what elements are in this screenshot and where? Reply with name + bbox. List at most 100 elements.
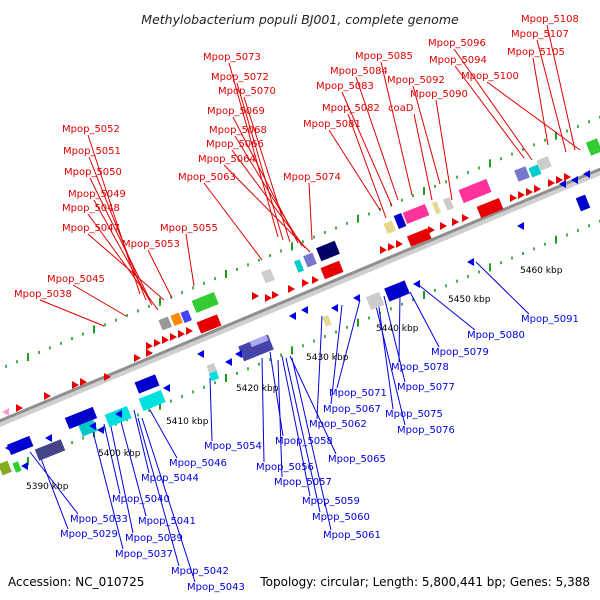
gene-arrow bbox=[301, 306, 308, 314]
leader-line bbox=[409, 291, 440, 348]
gene-label-reverse: Mpop_5071 bbox=[329, 388, 387, 399]
genome-backbone-shadow bbox=[0, 168, 600, 428]
gene-feature bbox=[402, 203, 430, 225]
gene-arrow bbox=[154, 339, 161, 347]
gene-label-forward: Mpop_5082 bbox=[322, 103, 380, 114]
gene-feature bbox=[170, 312, 183, 327]
gene-feature bbox=[528, 164, 542, 178]
gene-arrow bbox=[16, 404, 23, 412]
leader-line bbox=[330, 304, 343, 405]
gene-label-forward: Mpop_5068 bbox=[209, 125, 267, 136]
gene-arrow bbox=[526, 188, 533, 196]
leader-line bbox=[147, 249, 173, 299]
gene-feature bbox=[158, 316, 172, 331]
gene-feature bbox=[249, 334, 269, 348]
scale-label: 5420 kbp bbox=[236, 384, 279, 394]
gene-feature bbox=[393, 213, 407, 229]
gene-label-forward: Mpop_5081 bbox=[303, 119, 361, 130]
gene-feature bbox=[7, 435, 34, 456]
gene-arrow bbox=[288, 285, 295, 293]
leader-line bbox=[103, 423, 121, 495]
scale-label: 5410 kbp bbox=[166, 417, 209, 427]
gene-label-reverse: Mpop_5037 bbox=[115, 549, 173, 560]
gene-label-forward: Mpop_5063 bbox=[178, 172, 236, 183]
gene-arrow bbox=[510, 194, 517, 202]
gene-feature bbox=[458, 178, 492, 204]
gene-arrow bbox=[2, 408, 9, 416]
leader-line bbox=[133, 409, 150, 474]
gene-arrow bbox=[252, 292, 259, 300]
gene-feature bbox=[12, 461, 22, 473]
leader-line bbox=[328, 129, 381, 211]
gene-features bbox=[0, 138, 600, 476]
leader-line bbox=[453, 48, 533, 161]
gene-arrow bbox=[452, 218, 459, 226]
leader-line bbox=[341, 91, 393, 207]
leader-line bbox=[149, 409, 178, 459]
gene-label-reverse: Mpop_5067 bbox=[323, 404, 381, 415]
gene-label-reverse: Mpop_5039 bbox=[125, 533, 183, 544]
leader-line bbox=[39, 455, 69, 530]
gene-label-forward: Mpop_5105 bbox=[507, 47, 565, 58]
scale-label: 5440 kbp bbox=[376, 324, 419, 334]
leader-line bbox=[87, 233, 165, 301]
gene-label-forward: Mpop_5038 bbox=[14, 289, 72, 300]
gene-label-forward: Mpop_5069 bbox=[207, 106, 265, 117]
gene-feature bbox=[442, 196, 454, 211]
scale-label: 5430 kbp bbox=[306, 353, 349, 363]
scale-label: 5450 kbp bbox=[448, 295, 491, 305]
gene-feature bbox=[196, 314, 222, 334]
leader-line bbox=[355, 76, 399, 201]
gene-label-reverse: Mpop_5078 bbox=[391, 362, 449, 373]
gene-label-reverse: Mpop_5029 bbox=[60, 529, 118, 540]
gene-arrow bbox=[396, 240, 403, 248]
leader-line bbox=[546, 24, 576, 151]
gene-arrow bbox=[178, 330, 185, 338]
gene-arrow bbox=[134, 354, 141, 362]
leader-line bbox=[398, 293, 401, 363]
gene-label-reverse: Mpop_5054 bbox=[204, 441, 262, 452]
gene-feature bbox=[316, 240, 340, 262]
gene-feature bbox=[322, 315, 332, 327]
gene-arrow bbox=[388, 243, 395, 251]
gene-label-forward: Mpop_5066 bbox=[206, 139, 264, 150]
genome-backbone bbox=[0, 167, 600, 423]
gene-label-forward: coaD bbox=[388, 103, 414, 114]
gene-arrow bbox=[462, 214, 469, 222]
gene-feature bbox=[64, 406, 98, 430]
gene-label-forward: Mpop_5094 bbox=[429, 55, 487, 66]
leader-line bbox=[486, 81, 581, 151]
gene-feature bbox=[78, 419, 98, 437]
leader-line bbox=[377, 299, 394, 410]
gene-label-forward: Mpop_5092 bbox=[387, 75, 445, 86]
leader-line bbox=[234, 135, 303, 247]
gene-arrow bbox=[45, 434, 52, 442]
gene-feature bbox=[208, 370, 220, 382]
leader-line bbox=[231, 149, 306, 249]
leader-line bbox=[289, 355, 337, 455]
leader-line bbox=[209, 377, 213, 442]
gene-arrow bbox=[97, 426, 104, 434]
gene-arrow bbox=[467, 258, 474, 266]
gene-label-forward: Mpop_5096 bbox=[428, 38, 486, 49]
gene-feature bbox=[575, 194, 591, 212]
gene-label-reverse: Mpop_5059 bbox=[302, 496, 360, 507]
gene-feature bbox=[138, 389, 166, 411]
gene-arrow bbox=[548, 179, 555, 187]
leader-line bbox=[308, 182, 313, 241]
leader-line bbox=[532, 57, 549, 146]
gene-arrow bbox=[21, 462, 28, 470]
leader-line bbox=[203, 182, 263, 261]
label-leader-lines bbox=[29, 24, 581, 583]
gene-feature bbox=[134, 374, 160, 394]
gene-arrow bbox=[5, 444, 12, 452]
gene-arrow bbox=[146, 342, 153, 350]
gene-label-forward: Mpop_5107 bbox=[511, 29, 569, 40]
gene-label-forward: Mpop_5064 bbox=[198, 154, 256, 165]
leader-line bbox=[141, 417, 196, 583]
gene-label-forward: Mpop_5070 bbox=[218, 86, 276, 97]
gene-feature bbox=[406, 228, 432, 247]
gene-feature bbox=[191, 291, 219, 313]
gene-label-forward: Mpop_5049 bbox=[68, 189, 126, 200]
